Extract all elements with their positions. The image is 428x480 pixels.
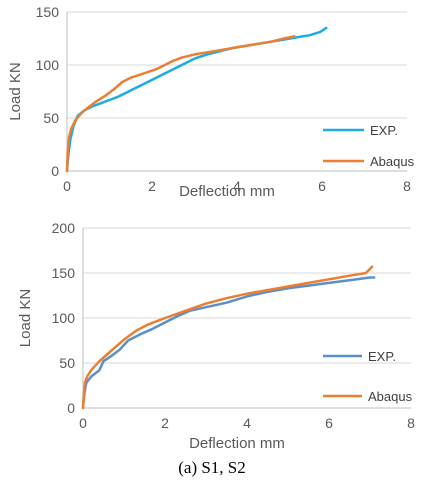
y-tick-label: 0	[67, 400, 75, 416]
y-tick-label: 0	[51, 163, 59, 179]
chart-top: 0 50 100 150 0 2 4 6 8 Deflection mm Load KN EXP. Ab…	[7, 4, 415, 200]
y-tick-label: 150	[52, 265, 76, 281]
x-tick-label: 6	[318, 178, 326, 194]
x-tick-label: 0	[63, 178, 71, 194]
x-tick-label: 4	[233, 178, 241, 194]
y-axis-label: Load KN	[7, 62, 24, 120]
x-tick-label: 2	[148, 178, 156, 194]
legend-label: EXP.	[368, 349, 396, 364]
y-tick-label: 50	[43, 110, 59, 126]
series-line-abaqus	[65, 35, 296, 173]
y-tick-label: 200	[52, 220, 76, 236]
y-tick-label: 100	[36, 57, 60, 73]
x-axis-label: Deflection mm	[179, 183, 275, 200]
legend-label: Abaqus	[370, 154, 415, 169]
legend-label: Abaqus	[368, 389, 413, 404]
x-tick-label: 6	[325, 415, 333, 431]
x-tick-label: 8	[407, 415, 415, 431]
x-axis-label: Deflection mm	[189, 435, 285, 452]
y-tick-label: 100	[52, 310, 76, 326]
legend-label: EXP.	[370, 123, 398, 138]
x-tick-label: 2	[161, 415, 169, 431]
x-tick-label: 0	[79, 415, 87, 431]
figure-caption: (a) S1, S2	[178, 458, 246, 477]
y-axis-label: Load KN	[17, 289, 34, 347]
series-line-abaqus	[81, 265, 374, 410]
x-tick-label: 8	[403, 178, 411, 194]
chart-bottom: 0 50 100 150 200 0 2 4 6 8 Deflection mm Load KN EXP…	[17, 220, 415, 452]
x-tick-label: 4	[243, 415, 251, 431]
y-tick-label: 50	[59, 355, 75, 371]
series-line-exp	[65, 26, 328, 173]
y-tick-label: 150	[36, 4, 60, 20]
series-line-exp	[81, 276, 376, 410]
